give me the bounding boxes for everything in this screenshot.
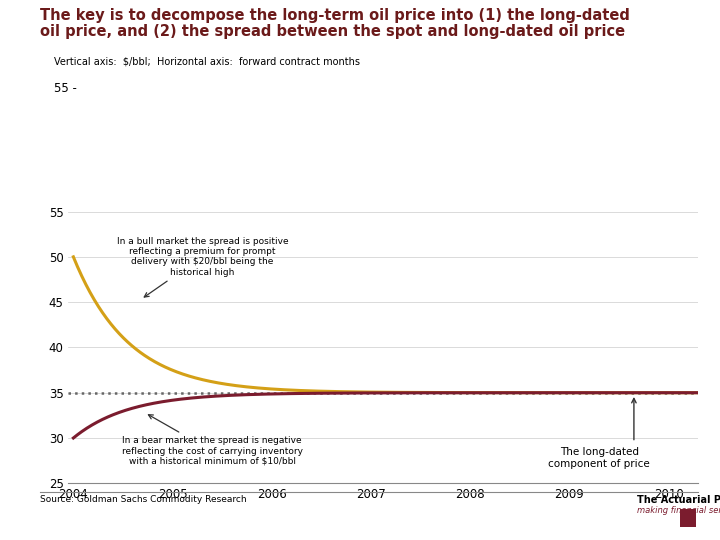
Text: The key is to decompose the long-term oil price into (1) the long-dated: The key is to decompose the long-term oi… <box>40 8 629 23</box>
Text: making financial sense of the future: making financial sense of the future <box>637 506 720 515</box>
Text: In a bear market the spread is negative
reflecting the cost of carrying inventor: In a bear market the spread is negative … <box>122 415 302 466</box>
Text: oil price, and (2) the spread between the spot and long-dated oil price: oil price, and (2) the spread between th… <box>40 24 625 39</box>
Text: The Actuarial Profession: The Actuarial Profession <box>637 495 720 505</box>
Text: 55 -: 55 - <box>54 82 77 95</box>
Text: Vertical axis:  $/bbl;  Horizontal axis:  forward contract months: Vertical axis: $/bbl; Horizontal axis: f… <box>54 57 360 67</box>
Text: The long-dated
component of price: The long-dated component of price <box>549 447 650 469</box>
Text: Source: Goldman Sachs Commodity Research: Source: Goldman Sachs Commodity Research <box>40 495 246 504</box>
Text: In a bull market the spread is positive
reflecting a premium for prompt
delivery: In a bull market the spread is positive … <box>117 237 288 297</box>
